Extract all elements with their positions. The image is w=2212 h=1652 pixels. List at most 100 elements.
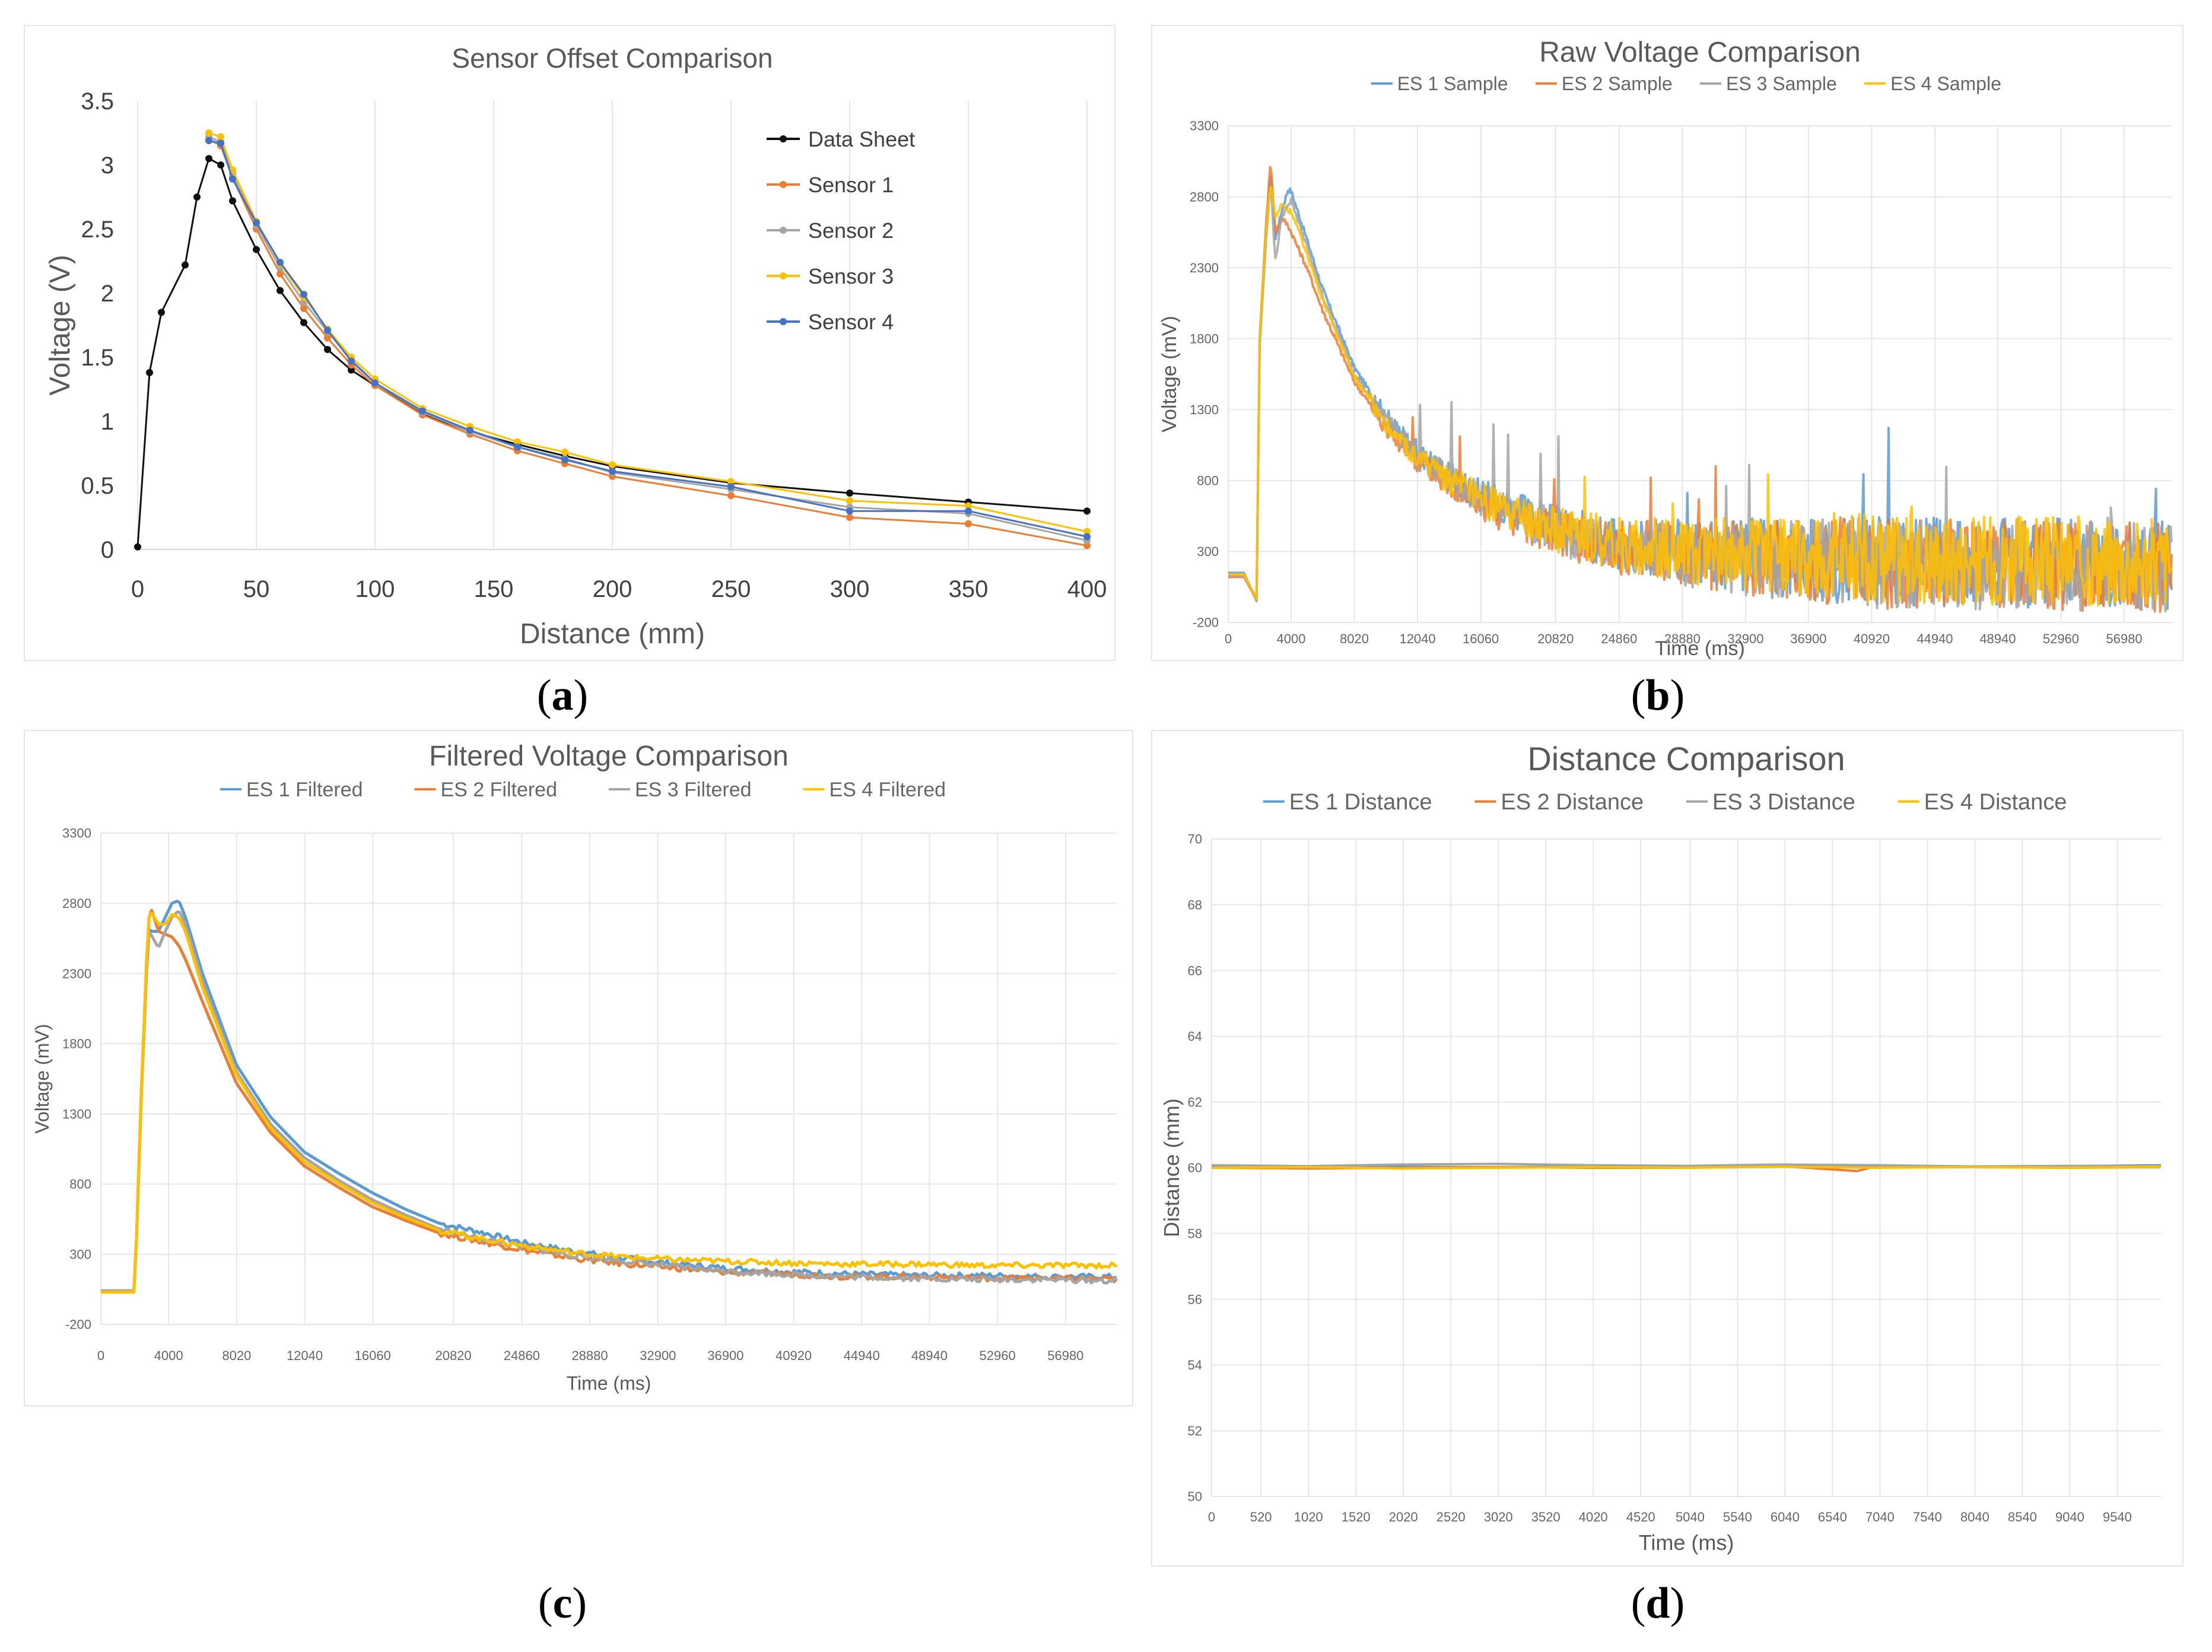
chart-b-x-tick-label: 4000 (1277, 631, 1306, 646)
chart-a-data-point (158, 309, 165, 316)
chart-b-legend-label: ES 1 Sample (1397, 73, 1508, 94)
chart-a-x-tick-label: 200 (593, 576, 633, 602)
chart-b-x-tick-label: 24860 (1601, 631, 1637, 646)
chart-a-data-point (182, 261, 189, 269)
chart-c-x-tick-label: 44940 (844, 1348, 880, 1363)
chart-b-y-tick-label: 300 (1197, 544, 1219, 559)
chart-a-data-point (1083, 507, 1091, 515)
chart-b-y-tick-label: 800 (1197, 474, 1219, 488)
chart-a-title: Sensor Offset Comparison (452, 43, 773, 74)
chart-c-y-tick-label: 2300 (62, 966, 91, 981)
chart-a-data-point (324, 326, 331, 334)
chart-a-data-point (514, 443, 521, 451)
chart-b-x-tick-label: 0 (1225, 631, 1232, 646)
chart-a-data-point (965, 520, 972, 528)
chart-c-x-tick-label: 8020 (222, 1348, 251, 1363)
chart-c-x-tick-label: 12040 (287, 1348, 323, 1363)
chart-a-y-tick-label: 2.5 (81, 217, 114, 243)
chart-a-data-point (205, 155, 212, 163)
chart-a-data-point (276, 287, 284, 294)
chart-a-series-line (208, 139, 1088, 538)
chart-c-legend-label: ES 3 Filtered (635, 779, 752, 801)
chart-b-x-tick-label: 16060 (1463, 631, 1499, 646)
caption-b: (b) (1631, 671, 1685, 720)
chart-b-y-tick-label: 1300 (1190, 402, 1219, 417)
chart-d-x-tick-label: 3520 (1531, 1510, 1561, 1524)
chart-a-data-point (300, 304, 307, 312)
chart-a-legend-label: Sensor 1 (808, 173, 894, 197)
chart-d-x-tick-label: 2520 (1436, 1510, 1466, 1524)
chart-d-x-tick-label: 7540 (1913, 1510, 1942, 1524)
chart-b-legend-label: ES 2 Sample (1562, 73, 1673, 94)
chart-b-series-line (1228, 186, 2173, 607)
chart-a-data-point (1083, 533, 1091, 541)
chart-c-y-tick-label: 300 (69, 1247, 91, 1262)
chart-d-y-tick-label: 70 (1188, 832, 1202, 847)
chart-panel-a: Sensor Offset Comparison 0 50 100 150 200 250 3… (24, 25, 1115, 661)
chart-d-x-tick-label: 2020 (1389, 1510, 1418, 1524)
chart-d-series-line (1211, 1165, 2162, 1170)
chart-d-x-tick-label: 5540 (1723, 1510, 1752, 1524)
chart-panel-d: Distance Comparison 0 520 1020 1520 2020 2520 3… (1151, 730, 2184, 1567)
chart-b-x-tick-label: 52960 (2043, 631, 2079, 646)
chart-a-data-point (324, 334, 331, 342)
chart-b-y-axis-label: Voltage (mV) (1158, 316, 1181, 433)
chart-c-x-tick-label: 20820 (435, 1348, 471, 1363)
chart-c-x-tick-label: 24860 (504, 1348, 540, 1363)
chart-a-data-point (514, 438, 521, 446)
chart-a-data-point (146, 368, 153, 376)
chart-d-x-tick-label: 8040 (1960, 1510, 1989, 1524)
chart-panel-c: Filtered Voltage Comparison 0 4000 8020 1204… (24, 730, 1133, 1406)
chart-a-x-tick-label: 400 (1067, 576, 1107, 602)
chart-c-y-axis-label: Voltage (mV) (31, 1024, 53, 1134)
chart-c-y-tick-label: -200 (65, 1317, 91, 1332)
chart-a-data-point (348, 366, 355, 374)
chart-c-y-tick-label: 1300 (62, 1107, 91, 1122)
chart-a-data-point (300, 291, 307, 298)
chart-d-y-tick-label: 60 (1188, 1161, 1202, 1176)
chart-d-x-tick-label: 8540 (2008, 1510, 2037, 1524)
chart-a-x-tick-label: 350 (949, 576, 989, 602)
chart-a-x-tick-label: 100 (355, 576, 395, 602)
chart-a-y-tick-label: 0 (101, 537, 114, 563)
chart-a-svg: Sensor Offset Comparison 0 50 100 150 200 250 3… (45, 43, 1107, 650)
chart-a-data-point (965, 507, 972, 515)
chart-a-legend-marker (780, 135, 787, 142)
chart-a-data-point (846, 497, 853, 504)
chart-d-title: Distance Comparison (1527, 740, 1845, 777)
chart-a-legend-label: Sensor 4 (808, 310, 894, 334)
caption-d-letter: d (1645, 1579, 1670, 1628)
chart-a-y-tick-label: 3 (101, 153, 114, 179)
chart-a-data-point (419, 407, 426, 415)
chart-b-x-tick-label: 44940 (1917, 631, 1953, 646)
chart-a-data-point (276, 259, 284, 266)
chart-b-x-tick-label: 40920 (1854, 631, 1890, 646)
chart-b-x-tick-label: 28880 (1664, 631, 1701, 646)
caption-c-letter: c (552, 1579, 573, 1628)
chart-a-data-point (217, 161, 224, 169)
chart-a-legend-marker (780, 181, 787, 188)
chart-a-x-tick-label: 0 (131, 576, 144, 602)
chart-c-x-tick-label: 16060 (355, 1348, 391, 1363)
chart-d-x-tick-label: 4520 (1626, 1510, 1655, 1524)
chart-d-x-tick-label: 3020 (1484, 1510, 1513, 1524)
chart-d-y-tick-label: 68 (1188, 898, 1202, 913)
chart-a-data-point (561, 448, 568, 456)
chart-a-x-tick-label: 300 (830, 576, 870, 602)
chart-b-x-axis-label: Time (ms) (1655, 637, 1745, 660)
chart-c-legend-label: ES 2 Filtered (440, 779, 557, 801)
chart-c-y-tick-label: 3300 (62, 826, 91, 841)
chart-d-y-tick-label: 66 (1188, 963, 1202, 978)
chart-a-y-axis-label: Voltage (V) (45, 255, 76, 395)
chart-a-data-point (727, 478, 735, 485)
chart-c-title: Filtered Voltage Comparison (429, 741, 789, 772)
chart-c-series-line (101, 910, 1117, 1292)
chart-a-series-line (208, 138, 1088, 547)
chart-b-x-tick-label: 48940 (1979, 631, 2016, 646)
chart-d-x-tick-label: 6040 (1771, 1510, 1800, 1524)
chart-d-y-tick-label: 64 (1188, 1029, 1202, 1044)
caption-a: (a) (536, 671, 589, 720)
chart-a-legend-label: Data Sheet (808, 127, 915, 151)
chart-b-legend-label: ES 3 Sample (1726, 73, 1837, 94)
chart-b-title: Raw Voltage Comparison (1539, 37, 1861, 68)
